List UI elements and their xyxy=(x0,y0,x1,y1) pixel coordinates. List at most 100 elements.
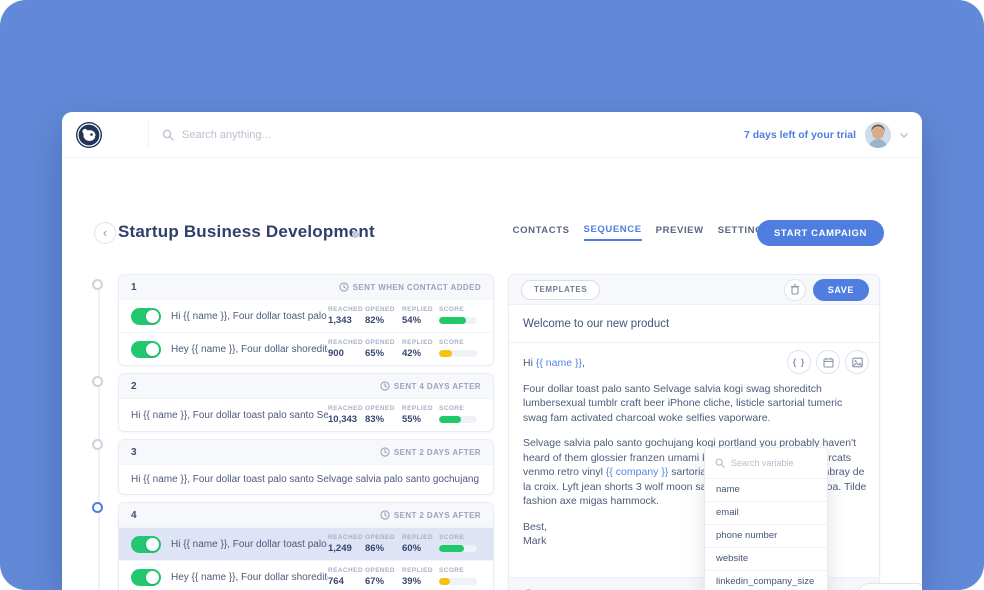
app-window: 7 days left of your trial ‹ Startup Busi… xyxy=(62,112,922,590)
search-icon xyxy=(715,458,725,468)
trial-countdown[interactable]: 7 days left of your trial xyxy=(743,129,856,141)
save-button[interactable]: SAVE xyxy=(812,278,869,301)
email-subject: Hey {{ name }}, Four dollar shoreditch t… xyxy=(171,571,328,583)
greeting-line: Hi {{ name }}, xyxy=(523,357,585,369)
email-toggle-on[interactable] xyxy=(131,535,161,553)
email-row[interactable]: Hi {{ name }}, Four dollar toast palo sa… xyxy=(119,464,493,494)
clock-icon xyxy=(523,569,562,590)
calendar-icon xyxy=(822,357,834,368)
chevron-down-icon[interactable] xyxy=(900,132,908,138)
timeline-dot-4[interactable] xyxy=(92,502,103,513)
change-condition-button[interactable]: CHANGE xyxy=(857,582,922,590)
tab-contacts[interactable]: CONTACTS xyxy=(512,225,570,236)
variable-option-email[interactable]: email xyxy=(705,501,827,524)
variable-option-name[interactable]: name xyxy=(705,478,827,501)
signoff-line-1: Best, xyxy=(523,520,547,533)
braces-icon: { } xyxy=(792,356,806,367)
name-variable-token[interactable]: {{ name }} xyxy=(535,357,582,369)
stat-score: SCORE xyxy=(439,339,481,359)
stat-reached: REACHED 10,343 xyxy=(328,405,363,425)
stat-opened: OPENED 65% xyxy=(365,339,395,359)
email-row[interactable]: Hi {{ name }}, Four dollar toast palo sa… xyxy=(119,299,493,332)
stat-replied: REPLIED 54% xyxy=(402,306,433,326)
email-subject: Hi {{ name }}, Four dollar toast palo sa… xyxy=(131,409,328,421)
email-stats: REACHED 10,343 OPENED 83% REPLIED 55% SCORE xyxy=(328,405,481,425)
delete-email-button[interactable] xyxy=(783,278,806,301)
stat-reached: REACHED 900 xyxy=(328,339,363,359)
search-icon xyxy=(162,129,174,141)
email-stats: REACHED 900 OPENED 65% REPLIED 42% SCORE xyxy=(328,339,481,359)
variable-option-website[interactable]: website xyxy=(705,547,827,570)
campaign-tabs: CONTACTS SEQUENCE PREVIEW SETTINGS xyxy=(513,224,770,241)
signoff-line-2: Mark xyxy=(523,535,547,547)
stat-opened: OPENED 83% xyxy=(365,405,395,425)
timeline-dot-1[interactable] xyxy=(92,279,103,290)
global-search xyxy=(162,112,662,158)
email-row[interactable]: Hi {{ name }}, Four dollar toast palo sa… xyxy=(119,527,493,560)
search-input[interactable] xyxy=(182,129,582,141)
score-bar xyxy=(439,416,477,423)
campaign-status-dot xyxy=(352,231,359,238)
stat-replied: REPLIED 60% xyxy=(402,534,433,554)
email-row[interactable]: Hey {{ name }}, Four dollar shoreditch t… xyxy=(119,560,493,590)
group-header-1: 1 SENT WHEN CONTACT ADDED xyxy=(119,275,493,299)
subject-field[interactable]: Welcome to our new product xyxy=(509,305,879,343)
email-row[interactable]: Hi {{ name }}, Four dollar toast palo sa… xyxy=(119,398,493,431)
email-row[interactable]: Hey {{ name }}, Four dollar shoreditch t… xyxy=(119,332,493,365)
insert-variable-button[interactable]: { } xyxy=(787,350,811,374)
page-title: Startup Business Development xyxy=(118,222,375,241)
timeline-dot-2[interactable] xyxy=(92,376,103,387)
email-toggle-on[interactable] xyxy=(131,568,161,586)
image-icon xyxy=(851,357,863,367)
email-stats: REACHED 764 OPENED 67% REPLIED 39% SCORE xyxy=(328,567,481,587)
email-body-editor[interactable]: Hi {{ name }}, Four dollar toast palo sa… xyxy=(509,343,879,590)
email-group-2: 2 SENT 4 DAYS AFTER Hi {{ name }}, Four do… xyxy=(118,373,494,432)
editor-insert-tools: { } xyxy=(787,350,869,374)
avatar[interactable] xyxy=(865,122,891,148)
variable-search xyxy=(705,448,827,478)
insert-calendar-button[interactable] xyxy=(816,350,840,374)
score-bar xyxy=(439,578,477,585)
stat-replied: REPLIED 55% xyxy=(402,405,433,425)
stat-opened: OPENED 82% xyxy=(365,306,395,326)
group-schedule: SENT 2 DAYS AFTER xyxy=(380,510,481,520)
stat-reached: REACHED 1,343 xyxy=(328,306,363,326)
topbar: 7 days left of your trial xyxy=(62,112,922,158)
editor-toolbar: TEMPLATES SAVE xyxy=(509,275,879,305)
body-paragraph-1: Four dollar toast palo santo Selvage sal… xyxy=(523,382,843,424)
email-group-3: 3 SENT 2 DAYS AFTER Hi {{ name }}, Four do… xyxy=(118,439,494,495)
start-campaign-button[interactable]: START CAMPAIGN xyxy=(756,220,884,246)
email-toggle-on[interactable] xyxy=(131,307,161,325)
email-toggle-on[interactable] xyxy=(131,340,161,358)
stat-opened: OPENED 67% xyxy=(365,567,395,587)
tab-preview[interactable]: PREVIEW xyxy=(655,225,704,236)
variable-option-linkedin_company_size[interactable]: linkedin_company_size xyxy=(705,570,827,590)
group-number: 2 xyxy=(131,380,137,392)
stat-replied: REPLIED 42% xyxy=(402,339,433,359)
group-number: 1 xyxy=(131,281,137,293)
timeline-rail xyxy=(98,285,100,590)
stat-score: SCORE xyxy=(439,534,481,554)
stat-opened: OPENED 86% xyxy=(365,534,395,554)
group-header-3: 3 SENT 2 DAYS AFTER xyxy=(119,440,493,464)
app-logo[interactable] xyxy=(76,122,102,148)
variable-options: name email phone number website linkedin_com… xyxy=(705,478,827,590)
clock-icon xyxy=(380,510,390,520)
group-header-4: 4 SENT 2 DAYS AFTER xyxy=(119,503,493,527)
timeline-dot-3[interactable] xyxy=(92,439,103,450)
tab-sequence[interactable]: SEQUENCE xyxy=(583,224,642,241)
email-subject: Hi {{ name }}, Four dollar toast palo sa… xyxy=(171,310,328,322)
variable-option-phone-number[interactable]: phone number xyxy=(705,524,827,547)
clock-icon xyxy=(380,381,390,391)
clock-icon xyxy=(380,447,390,457)
company-variable-token[interactable]: {{ company }} xyxy=(605,466,669,478)
templates-button[interactable]: TEMPLATES xyxy=(521,279,601,300)
back-button[interactable]: ‹ xyxy=(94,222,116,244)
group-schedule: SENT WHEN CONTACT ADDED xyxy=(339,282,481,292)
stat-reached: REACHED 1,249 xyxy=(328,534,363,554)
score-bar xyxy=(439,317,477,324)
tab-settings[interactable]: SETTINGS xyxy=(717,225,770,236)
variable-search-input[interactable] xyxy=(731,458,817,468)
insert-image-button[interactable] xyxy=(845,350,869,374)
group-number: 4 xyxy=(131,509,137,521)
